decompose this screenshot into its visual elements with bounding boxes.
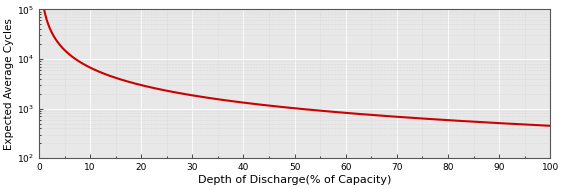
X-axis label: Depth of Discharge(% of Capacity): Depth of Discharge(% of Capacity) [198,175,391,185]
Y-axis label: Expected Average Cycles: Expected Average Cycles [4,18,14,150]
